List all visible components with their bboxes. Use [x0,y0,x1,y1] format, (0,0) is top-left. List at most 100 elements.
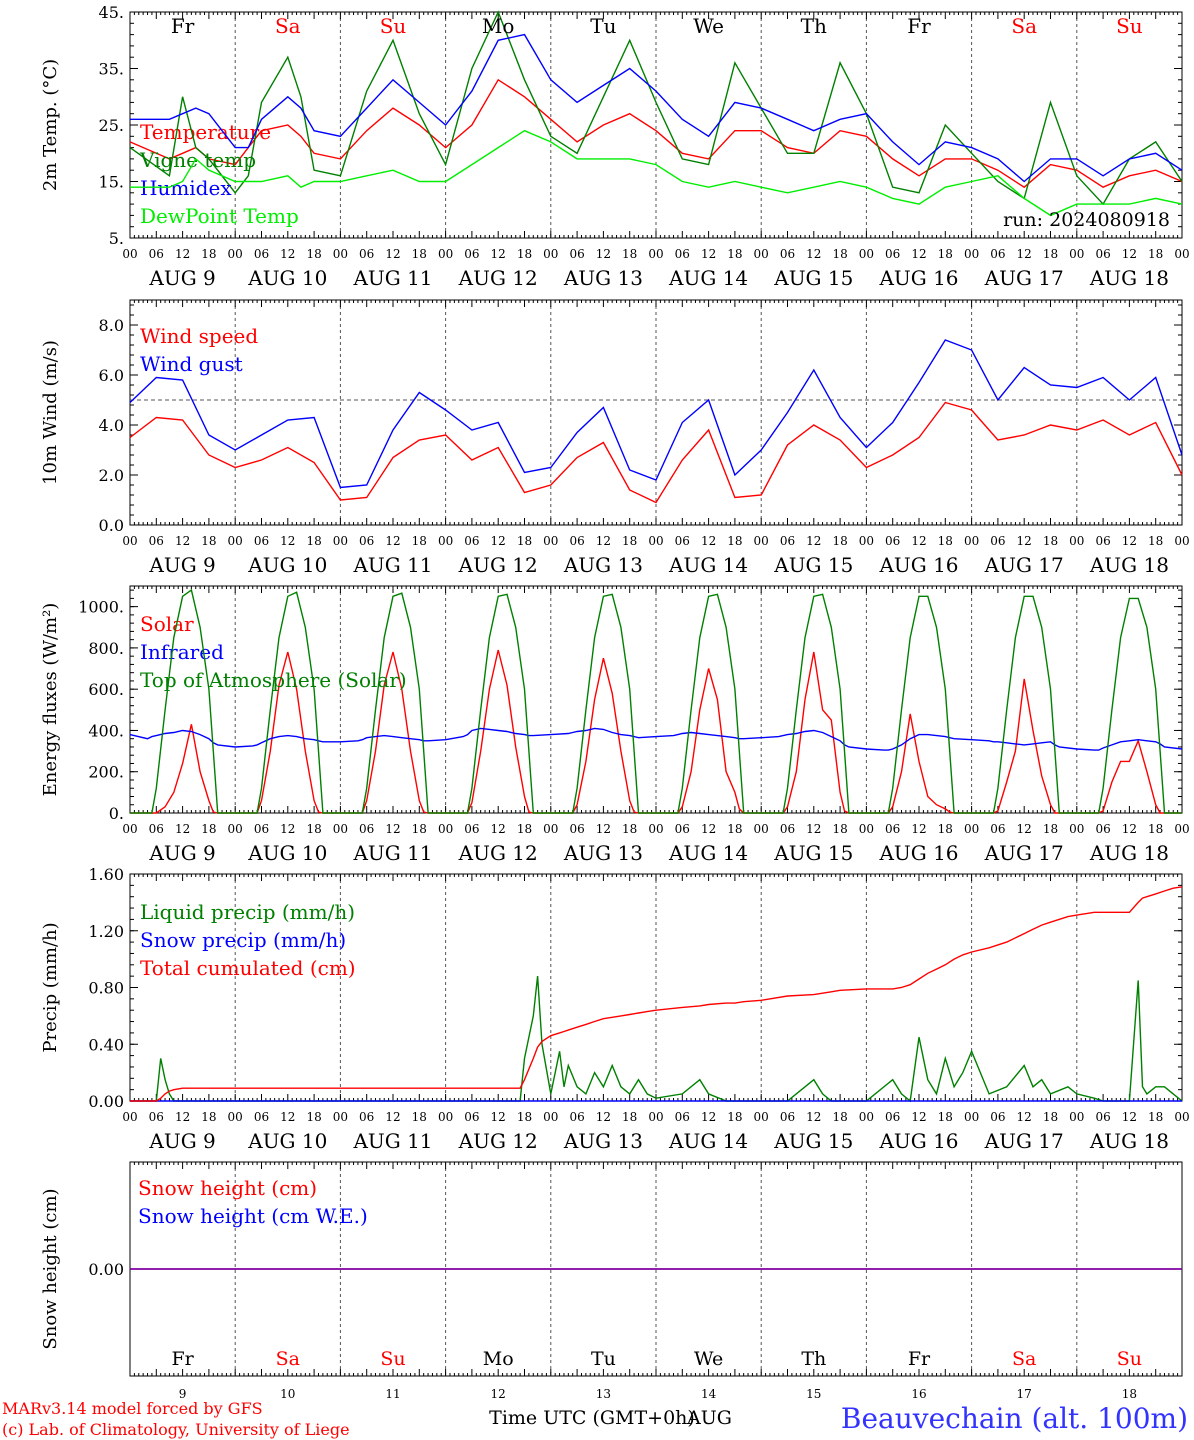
hour-tick-label: 12 [701,1110,716,1124]
legend-entry: Infrared [140,640,224,664]
credit-line-2: (c) Lab. of Climatology, University of L… [2,1420,350,1439]
hour-tick-label: 12 [385,1110,400,1124]
series-line-infrared [129,727,1183,751]
y-tick-label: 200. [88,763,124,782]
hour-tick-label: 18 [622,534,637,548]
hour-tick-label: 00 [228,822,243,836]
date-label: AUG 17 [984,1129,1064,1153]
hour-tick-label: 12 [491,534,506,548]
hour-tick-label: 00 [648,822,663,836]
bottom-day-number: 10 [280,1387,295,1401]
hour-tick-label: 06 [1095,534,1110,548]
hour-tick-label: 00 [228,1110,243,1124]
date-label: AUG 10 [247,1129,327,1153]
hour-tick-label: 18 [517,1110,532,1124]
date-label: AUG 14 [668,1129,748,1153]
day-name-top: We [693,14,724,38]
hour-tick-label: 00 [543,247,558,261]
hour-tick-label: 06 [1095,822,1110,836]
hour-tick-label: 12 [491,1110,506,1124]
hour-tick-label: 12 [596,247,611,261]
bottom-day-number: 14 [701,1387,717,1401]
hour-tick-label: 18 [412,247,427,261]
hour-tick-label: 06 [569,534,584,548]
hour-tick-label: 12 [385,534,400,548]
day-name-top: Tu [590,14,616,38]
day-name-top: Fr [171,14,195,38]
hour-tick-label: 12 [385,822,400,836]
hour-tick-label: 12 [701,822,716,836]
hour-tick-label: 06 [254,247,269,261]
date-label: AUG 16 [878,553,958,577]
date-label: AUG 12 [458,266,538,290]
hour-tick-label: 12 [280,1110,295,1124]
hour-tick-label: 18 [1148,534,1163,548]
y-tick-label: 1000. [78,598,124,617]
hour-tick-label: 06 [149,1110,164,1124]
hour-tick-label: 00 [754,822,769,836]
hour-tick-label: 12 [491,822,506,836]
date-label: AUG 18 [1089,1129,1169,1153]
hour-tick-label: 18 [622,1110,637,1124]
hour-tick-label: 00 [1069,822,1084,836]
hour-tick-label: 12 [1122,247,1137,261]
hour-tick-label: 00 [1174,534,1189,548]
day-name-bottom: Tu [591,1348,616,1370]
date-label: AUG 16 [878,1129,958,1153]
hour-tick-label: 00 [1069,534,1084,548]
hour-tick-label: 18 [412,1110,427,1124]
series-line-temperature [129,78,1183,189]
y-axis-label: 2m Temp. (°C) [40,59,61,191]
hour-tick-label: 06 [149,822,164,836]
day-name-top: Su [1116,14,1143,38]
hour-tick-label: 18 [517,822,532,836]
date-label: AUG 18 [1089,841,1169,865]
day-name-bottom: We [694,1348,723,1370]
y-tick-label: 45. [99,3,124,22]
y-tick-label: 0.40 [88,1035,124,1054]
hour-tick-label: 12 [806,247,821,261]
bottom-day-number: 11 [385,1387,400,1401]
y-axis-label: Snow height (cm) [40,1188,61,1349]
y-tick-label: 1.60 [88,865,124,884]
hour-tick-label: 18 [517,534,532,548]
hour-tick-label: 00 [648,1110,663,1124]
hour-tick-label: 00 [859,1110,874,1124]
series-line-total-cumulated-cm- [130,886,1183,1102]
day-name-bottom: Fr [171,1348,194,1370]
hour-tick-label: 12 [911,247,926,261]
date-label: AUG 12 [458,1129,538,1153]
hour-tick-label: 18 [622,822,637,836]
hour-tick-label: 06 [885,1110,900,1124]
hour-tick-label: 06 [149,247,164,261]
hour-tick-label: 00 [754,534,769,548]
hour-tick-label: 06 [780,247,795,261]
legend-entry: Total cumulated (cm) [140,956,356,980]
hour-tick-label: 12 [911,822,926,836]
hour-tick-label: 18 [412,822,427,836]
hour-tick-label: 06 [885,247,900,261]
hour-tick-label: 00 [438,534,453,548]
series-line-wind-speed [129,401,1183,504]
hour-tick-label: 18 [1148,822,1163,836]
hour-tick-label: 06 [464,534,479,548]
hour-tick-label: 06 [464,247,479,261]
date-label: AUG 17 [984,266,1064,290]
y-tick-label: 0.00 [88,1260,124,1279]
hour-tick-label: 00 [859,247,874,261]
legend-entry: Top of Atmosphere (Solar) [140,668,407,692]
hour-tick-label: 00 [333,1110,348,1124]
hour-tick-label: 06 [254,822,269,836]
hour-tick-label: 18 [1043,534,1058,548]
date-label: AUG 10 [247,841,327,865]
day-name-top: Su [380,14,407,38]
series-line-wind-gust [129,339,1183,489]
hour-tick-label: 00 [648,534,663,548]
hour-tick-label: 00 [333,247,348,261]
hour-tick-label: 12 [385,247,400,261]
y-axis-label: Precip (mm/h) [40,922,61,1052]
hour-tick-label: 18 [727,247,742,261]
y-tick-label: 0.80 [88,979,124,998]
day-name-top: Mo [482,14,515,38]
